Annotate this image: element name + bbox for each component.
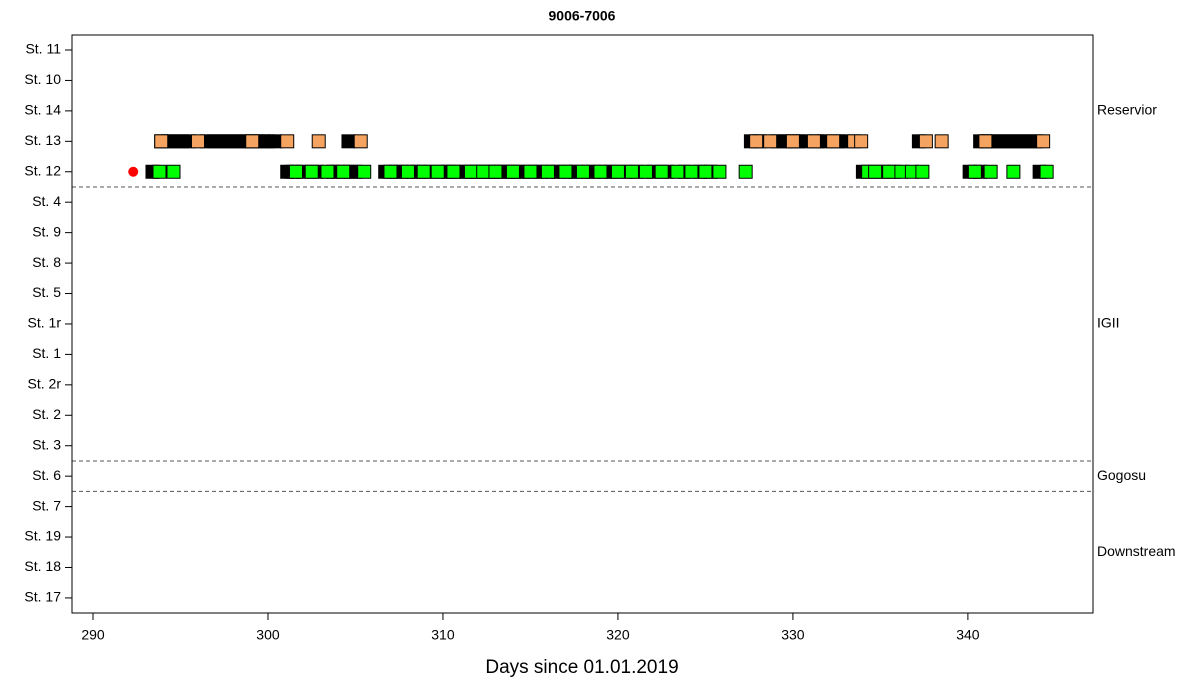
detection: [1039, 164, 1054, 179]
x-tick-label: 330: [781, 627, 805, 643]
detection: [738, 164, 753, 179]
detection: [190, 134, 205, 149]
y-tick-label: St. 6: [32, 467, 61, 483]
detection: [654, 164, 669, 179]
detection: [245, 134, 260, 149]
detection: [967, 164, 982, 179]
detection: [280, 134, 295, 149]
detection: [918, 134, 933, 149]
detection: [152, 164, 167, 179]
x-tick-label: 340: [956, 627, 980, 643]
detection: [670, 164, 685, 179]
y-tick-label: St. 18: [24, 558, 61, 574]
y-tick-label: St. 2: [32, 406, 61, 422]
y-tick-label: St. 1r: [28, 315, 62, 331]
y-tick-label: St. 4: [32, 193, 61, 209]
detection: [749, 134, 764, 149]
detection: [383, 164, 398, 179]
detection: [1006, 164, 1021, 179]
plot-frame: [71, 34, 1094, 614]
detection: [785, 134, 800, 149]
y-tick-label: St. 7: [32, 497, 61, 513]
detection: [336, 164, 351, 179]
detection: [488, 164, 503, 179]
detection: [304, 164, 319, 179]
y-tick-label: St. 3: [32, 436, 61, 452]
detection: [446, 164, 461, 179]
y-tick-label: St. 1: [32, 345, 61, 361]
group-label: Gogosu: [1097, 467, 1146, 483]
y-tick-label: St. 13: [24, 132, 61, 148]
detection: [610, 164, 625, 179]
x-tick-label: 310: [431, 627, 455, 643]
detection: [698, 164, 713, 179]
y-tick-label: St. 2r: [28, 376, 62, 392]
group-label: Reservior: [1097, 102, 1157, 118]
detection: [476, 164, 491, 179]
detection: [523, 164, 538, 179]
detection: [638, 164, 653, 179]
detection: [357, 164, 372, 179]
y-tick-label: St. 10: [24, 71, 61, 87]
detection: [712, 164, 727, 179]
group-label: Downstream: [1097, 543, 1176, 559]
chart-title: 9006-7006: [549, 8, 616, 24]
detection: [575, 164, 590, 179]
detection: [416, 164, 431, 179]
y-tick-label: St. 19: [24, 528, 61, 544]
detection: [983, 164, 998, 179]
detection: [826, 134, 841, 149]
detection: [1036, 134, 1051, 149]
y-tick-label: St. 9: [32, 223, 61, 239]
detection: [934, 134, 949, 149]
detection: [320, 164, 335, 179]
detection: [288, 164, 303, 179]
detection: [166, 164, 181, 179]
group-label: IGII: [1097, 315, 1120, 331]
y-tick-label: St. 12: [24, 162, 61, 178]
detection: [593, 164, 608, 179]
detection: [868, 164, 883, 179]
detection: [978, 134, 993, 149]
x-tick-label: 290: [81, 627, 105, 643]
detection: [540, 164, 555, 179]
y-tick-label: St. 17: [24, 589, 61, 605]
detection: [915, 164, 930, 179]
detection: [882, 164, 897, 179]
y-tick-label: St. 14: [24, 102, 61, 118]
detection: [624, 164, 639, 179]
detection: [267, 134, 282, 149]
x-tick-label: 300: [256, 627, 280, 643]
y-tick-label: St. 11: [25, 41, 61, 57]
detection: [400, 164, 415, 179]
detection: [341, 134, 356, 149]
detection: [806, 134, 821, 149]
detection: [558, 164, 573, 179]
detection: [154, 134, 169, 149]
y-tick-label: St. 8: [32, 254, 61, 270]
detection: [430, 164, 445, 179]
detection: [353, 134, 368, 149]
detection: [311, 134, 326, 149]
release-point: [128, 166, 139, 177]
detection: [684, 164, 699, 179]
y-tick-label: St. 5: [32, 284, 61, 300]
detection: [505, 164, 520, 179]
detection: [763, 134, 778, 149]
detection: [463, 164, 478, 179]
detection: [854, 134, 869, 149]
x-axis-label: Days since 01.01.2019: [485, 657, 678, 678]
x-tick-label: 320: [606, 627, 630, 643]
